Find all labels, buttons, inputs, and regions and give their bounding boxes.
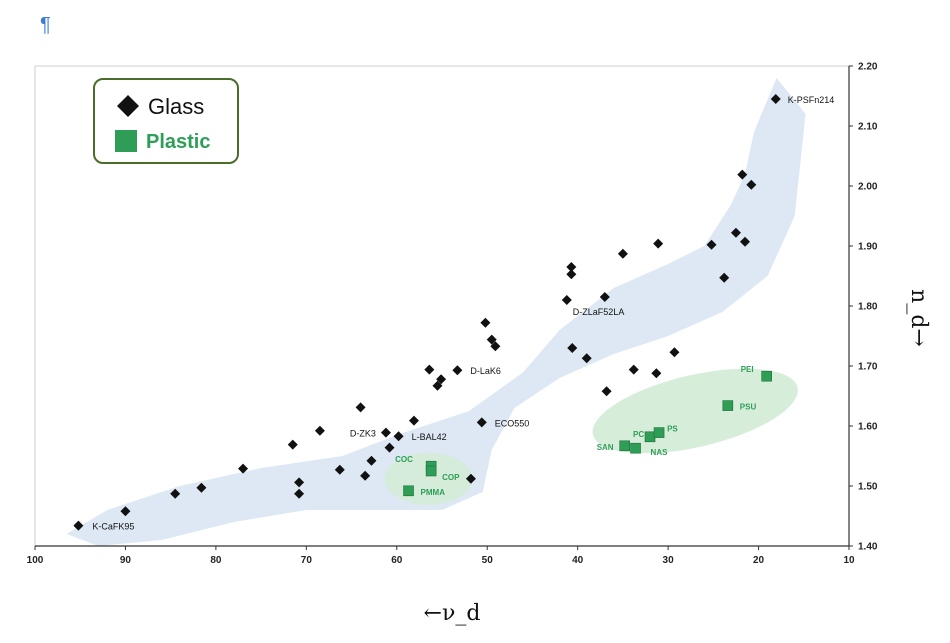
glass-point	[480, 317, 491, 328]
plastic-point-label: PC	[633, 430, 644, 439]
glass-point	[653, 238, 664, 249]
plastic-point-label: PEI	[741, 365, 754, 374]
x-tick-label: 100	[27, 555, 44, 566]
glass-point	[196, 482, 207, 493]
glass-point	[287, 439, 298, 450]
glass-point	[617, 248, 628, 259]
plastic-point	[644, 431, 656, 443]
glass-point	[599, 292, 610, 302]
plastic-point	[403, 485, 414, 497]
glass-point	[436, 374, 447, 385]
glass-point-label: D-ZLaF52LA	[573, 307, 625, 317]
plastic-point-label: SAN	[597, 443, 614, 452]
glass-point	[366, 455, 377, 466]
y-axis-title: n_d→	[906, 289, 931, 347]
x-tick-label: 60	[391, 555, 403, 566]
glass-point	[567, 343, 578, 353]
plastic-point	[761, 370, 772, 382]
glass-point	[561, 295, 572, 305]
x-tick-label: 80	[210, 555, 222, 566]
glass-point	[566, 262, 577, 272]
plastic-point	[630, 442, 641, 454]
glass-point	[334, 464, 345, 475]
legend-plastic-marker	[115, 130, 137, 152]
y-tick-label: 1.40	[858, 542, 878, 553]
glass-point-label: D-ZK3	[350, 429, 376, 439]
x-tick-label: 20	[753, 555, 765, 566]
y-tick-label: 2.00	[858, 182, 878, 193]
y-tick-label: 2.20	[858, 62, 878, 73]
plastic-point-label: PMMA	[421, 488, 446, 497]
glass-point	[380, 427, 391, 438]
glass-point	[490, 341, 501, 352]
glass-point	[432, 380, 443, 391]
glass-point	[452, 365, 463, 376]
glass-point	[355, 402, 366, 413]
y-tick-label: 1.80	[858, 302, 878, 313]
x-tick-label: 30	[663, 555, 675, 566]
glass-point	[581, 353, 592, 364]
plastic-point-label: NAS	[651, 448, 669, 457]
glass-point	[238, 463, 249, 474]
glass-point	[294, 477, 305, 488]
glass-point	[737, 169, 748, 180]
glass-point	[601, 386, 612, 397]
plastic-point-label: COP	[442, 473, 460, 482]
x-tick-label: 50	[482, 555, 494, 566]
glass-point	[170, 488, 181, 499]
glass-point	[669, 347, 680, 358]
glass-point	[408, 415, 419, 426]
glass-point-label: ECO550	[495, 418, 530, 428]
glass-point	[486, 334, 497, 345]
glass-point-label: L-BAL42	[412, 432, 447, 442]
x-tick-label: 90	[120, 555, 132, 566]
glass-point-label: K-CaFK95	[92, 522, 134, 532]
glass-point	[746, 179, 757, 190]
x-axis-title: ←ν_d	[424, 601, 481, 626]
y-tick-label: 1.90	[858, 242, 878, 253]
plastic-point-label: COC	[395, 455, 413, 464]
plastic-point	[425, 465, 437, 477]
legend-glass-marker	[117, 95, 139, 117]
glass-point	[424, 364, 435, 375]
x-tick-label: 40	[572, 555, 584, 566]
glass-point	[360, 470, 371, 481]
glass-point	[566, 269, 577, 280]
glass-point	[739, 236, 750, 247]
plastic-point	[653, 427, 665, 438]
x-tick-label: 70	[301, 555, 313, 566]
glass-point-label: K-PSFn214	[788, 95, 835, 105]
plastic-point-label: PSU	[740, 403, 757, 412]
glass-point	[465, 473, 476, 484]
glass-point	[719, 272, 730, 283]
y-tick-label: 1.50	[858, 482, 878, 493]
glass-point	[73, 520, 84, 531]
glass-point	[730, 227, 741, 238]
glass-point	[651, 368, 662, 379]
plastic-point	[722, 400, 734, 411]
paragraph-mark: ¶	[40, 14, 51, 36]
plastic-point-label: PS	[667, 425, 678, 434]
glass-point	[770, 94, 781, 104]
glass-point	[294, 488, 305, 499]
plastic-point	[619, 440, 630, 452]
legend-glass-label: Glass	[148, 94, 204, 119]
glass-point-label: D-LaK6	[470, 366, 501, 376]
glass-point	[314, 425, 325, 436]
x-tick-label: 10	[843, 555, 855, 566]
glass-point	[120, 506, 131, 517]
glass-point	[393, 431, 404, 442]
legend-plastic-label: Plastic	[146, 131, 210, 153]
glass-region	[66, 78, 806, 546]
glass-point	[628, 364, 639, 375]
y-tick-label: 2.10	[858, 122, 878, 133]
glass-point	[384, 442, 395, 453]
glass-point	[476, 417, 487, 428]
plastic-region-right	[592, 368, 798, 454]
glass-point	[706, 239, 717, 250]
y-tick-label: 1.70	[858, 362, 878, 373]
y-tick-label: 1.60	[858, 422, 878, 433]
